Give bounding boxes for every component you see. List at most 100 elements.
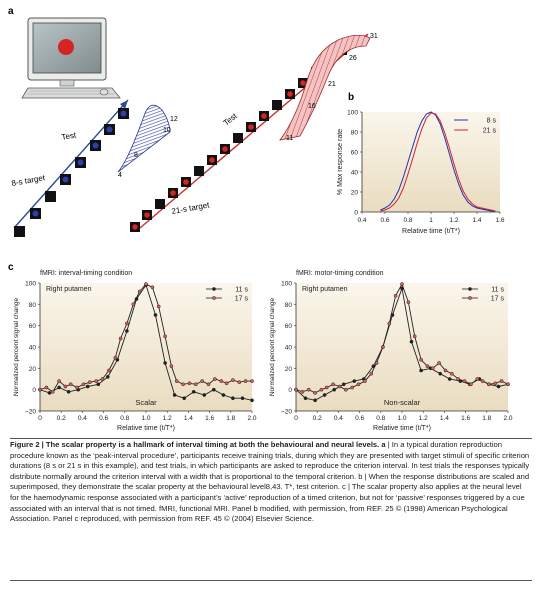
chart-title: fMRI: interval-timing condition [40,270,132,277]
x-tick-label: 1 [429,217,433,224]
y-tick-label: 20 [351,190,359,197]
caption-body: | In a typical duration reproduction pro… [10,440,530,524]
y-tick-label: −20 [281,409,292,416]
y-tick-label: 0 [354,210,358,217]
data-point [87,380,92,385]
data-point [313,398,317,403]
stimulus-square [233,133,243,143]
data-point [66,389,71,394]
computer-illustration [21,17,121,99]
data-point [350,385,355,390]
figure-canvas: a b c 4 8 10 12 Test 8-s target 11 [8,6,513,432]
data-point [443,368,448,373]
data-point [224,381,229,386]
data-point [324,385,329,390]
y-tick-label: 60 [351,150,359,157]
stimulus-square [194,166,204,176]
dist8-tick-10: 10 [163,127,171,134]
x-tick-label: 1.4 [184,415,193,422]
stimulus-square [272,100,282,110]
data-point [163,334,167,339]
distribution-21s: 11 16 21 26 31 [279,33,378,142]
x-tick-label: 1.6 [205,415,214,422]
data-point [47,391,52,395]
x-tick-label: 1.6 [461,415,470,422]
stimulus-sequence-8s [14,108,129,237]
y-tick-label: 80 [29,302,37,309]
y-axis-label: Normalized percent signal change [269,297,276,396]
x-tick-label: 1.6 [495,217,504,224]
x-axis-label: Relative time (t/T*) [373,425,431,432]
y-tick-label: 80 [285,302,293,309]
data-point [85,384,90,389]
x-tick-label: 0.2 [313,415,322,422]
x-tick-label: 1.2 [449,217,458,224]
data-point [294,387,298,392]
data-point [406,300,411,305]
data-point [480,379,485,383]
y-axis-label: % Max response rate [337,129,344,195]
data-point [131,302,136,307]
data-point [303,396,308,401]
data-point [332,387,337,392]
x-tick-label: 0 [294,415,298,422]
data-point [213,377,217,381]
scalar-note: Scalar [135,398,157,407]
data-point [363,379,367,383]
x-tick-label: 0.4 [78,415,87,422]
data-point [153,313,158,317]
x-tick-label: 0.6 [380,217,389,224]
panel-label-c: c [8,262,14,273]
data-point [50,389,55,394]
data-point [125,329,129,333]
data-point [156,304,161,309]
data-point [191,389,196,394]
caption-top-rule [10,438,532,439]
data-point [137,289,142,294]
data-point [393,293,398,298]
y-tick-label: 0 [32,387,36,394]
data-point [400,282,404,286]
target-label-21s: 21-s target [171,200,211,216]
y-axis-label: Normalized percent signal change [13,297,20,396]
dist8-tick-4: 4 [118,172,122,179]
legend-label: 17 s [491,296,505,303]
data-point [68,382,73,387]
blue-dot-icon [77,159,84,166]
data-point [493,381,498,386]
red-dot-icon [287,91,293,97]
data-point [107,368,111,373]
blue-dot-icon [106,126,113,133]
data-point [94,379,99,383]
data-point [319,387,324,392]
data-point [113,355,118,360]
plot-area [40,283,252,411]
data-point [38,387,42,392]
distribution-8s: 4 8 10 12 [117,104,178,179]
data-point [219,379,224,383]
data-point [63,384,68,389]
test-label-8s: Test [61,130,78,142]
data-point [313,391,317,395]
panel-label-a: a [8,6,14,17]
data-point [231,378,235,382]
data-point [456,377,461,381]
data-point [105,375,110,379]
x-tick-label: 0.6 [355,415,364,422]
data-point [322,393,327,397]
y-tick-label: 60 [285,323,293,330]
figure-caption: Figure 2 | The scalar property is a hall… [10,440,532,525]
y-tick-label: 80 [351,130,359,137]
data-point [44,385,49,390]
data-point [174,379,179,383]
x-tick-label: 1.4 [440,415,449,422]
data-point [337,384,342,389]
x-tick-label: 1.2 [163,415,172,422]
caption-lead: Figure 2 | [10,440,46,449]
data-point [206,382,211,387]
target-label-8s: 8-s target [11,173,47,188]
x-tick-label: 0.4 [357,217,366,224]
data-point [250,379,254,383]
data-point [231,396,235,401]
data-point [419,357,423,362]
